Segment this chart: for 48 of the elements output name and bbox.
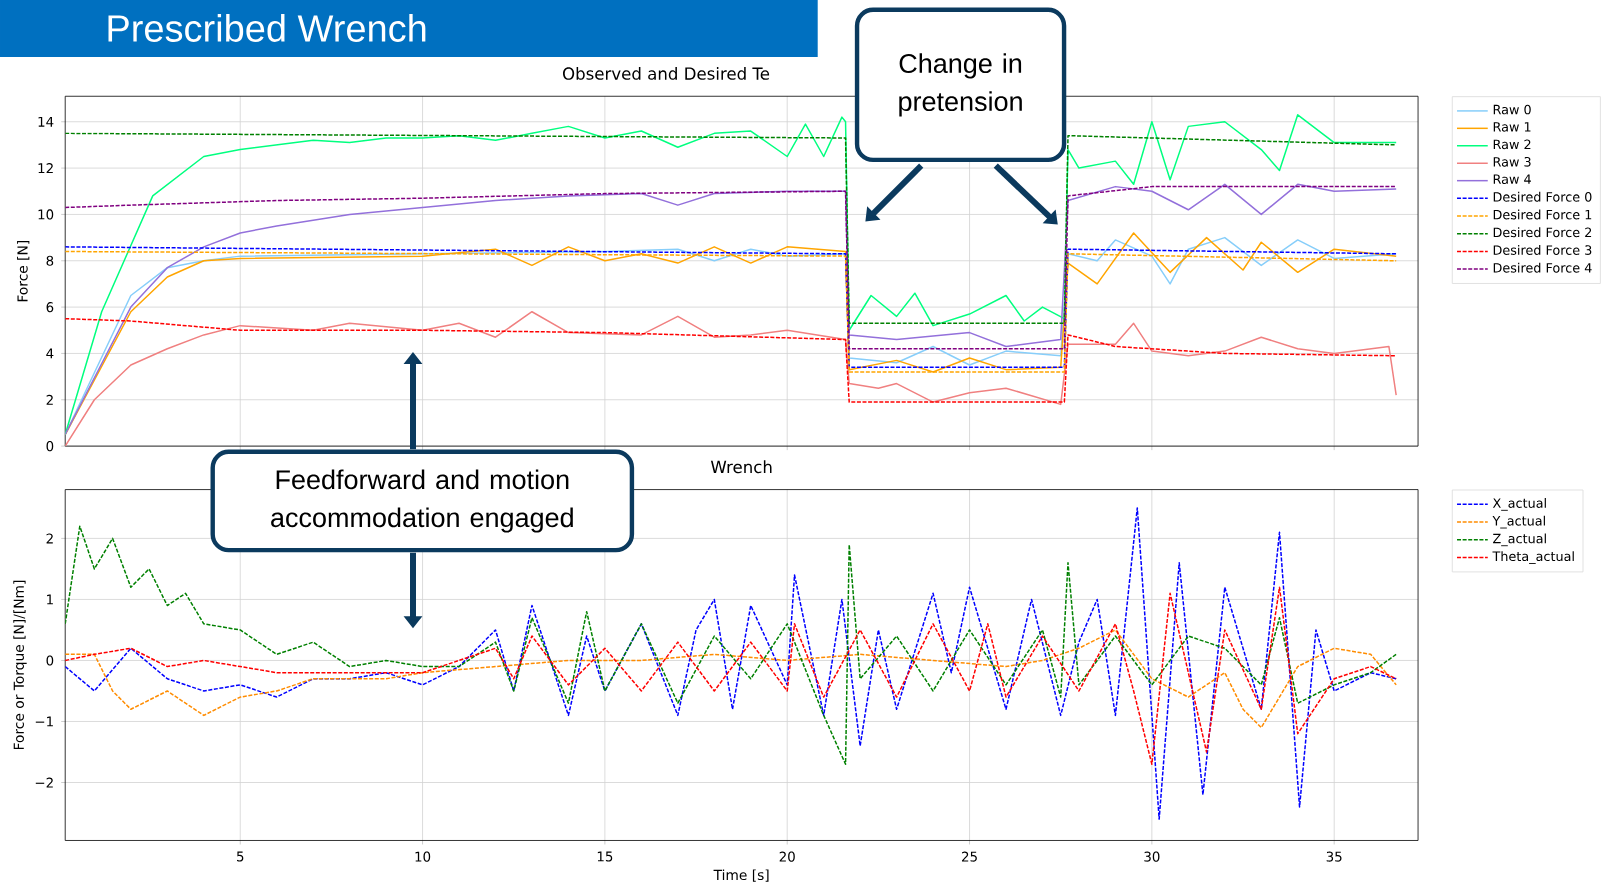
legend-label: Desired Force 2 xyxy=(1493,227,1592,238)
line-series xyxy=(65,132,1397,325)
y-tick-label: −2 xyxy=(35,777,53,788)
legend-label: X_actual xyxy=(1492,497,1546,511)
legend-label: Y_actual xyxy=(1492,515,1545,529)
y-tick-label: 2 xyxy=(46,533,53,544)
x-tick-label: 25 xyxy=(961,851,977,862)
y-tick-label: 2 xyxy=(46,394,53,405)
chart-title: Observed and Desired Te xyxy=(562,67,770,80)
y-tick-label: 14 xyxy=(38,116,54,127)
text: Prescribed Wrench xyxy=(108,13,426,42)
legend-label: Raw 2 xyxy=(1493,139,1531,150)
x-tick-label: 5 xyxy=(237,851,244,862)
y-axis-title: Force [N] xyxy=(17,240,30,302)
chart-title: Wrench xyxy=(710,460,772,474)
legend-label: Desired Force 4 xyxy=(1493,262,1592,273)
legend-label: Theta_actual xyxy=(1492,551,1574,564)
line-series xyxy=(65,185,1397,350)
line-series xyxy=(65,310,1397,447)
y-tick-label: 12 xyxy=(38,163,53,174)
x-tick-label: 15 xyxy=(597,851,613,862)
legend-label: Raw 4 xyxy=(1493,174,1531,185)
legend-label: Raw 0 xyxy=(1493,104,1531,115)
annotation: Change in pretension xyxy=(899,53,1022,117)
y-tick-label: 8 xyxy=(46,255,54,266)
x-tick-label: 20 xyxy=(779,851,795,862)
x-tick-label: 35 xyxy=(1326,851,1342,862)
annotation: Feedforward and motion accommodation engaged xyxy=(271,469,573,533)
y-axis-title: Force or Torque [N]/[Nm] xyxy=(13,580,27,750)
legend-label: Desired Force 1 xyxy=(1493,209,1592,220)
legend-label: Desired Force 0 xyxy=(1493,191,1592,202)
y-tick-label: 0 xyxy=(46,441,54,452)
x-axis-title: Time [s] xyxy=(713,869,769,882)
x-tick-label: 30 xyxy=(1144,851,1160,862)
legend-label: Desired Force 3 xyxy=(1493,245,1592,255)
y-tick-label: 10 xyxy=(38,209,54,220)
x-tick-label: 10 xyxy=(415,851,431,862)
y-tick-label: −1 xyxy=(35,716,53,727)
line-series xyxy=(65,183,1397,436)
line-series xyxy=(65,507,1397,820)
legend-label: Raw 3 xyxy=(1493,157,1531,167)
legend-label: Raw 1 xyxy=(1493,122,1531,132)
y-tick-label: 0 xyxy=(46,655,54,666)
y-tick-label: 4 xyxy=(46,348,54,359)
y-tick-label: 6 xyxy=(46,302,54,313)
y-tick-label: 1 xyxy=(47,594,53,605)
line-series xyxy=(65,317,1397,403)
legend-label: Z_actual xyxy=(1493,533,1546,547)
